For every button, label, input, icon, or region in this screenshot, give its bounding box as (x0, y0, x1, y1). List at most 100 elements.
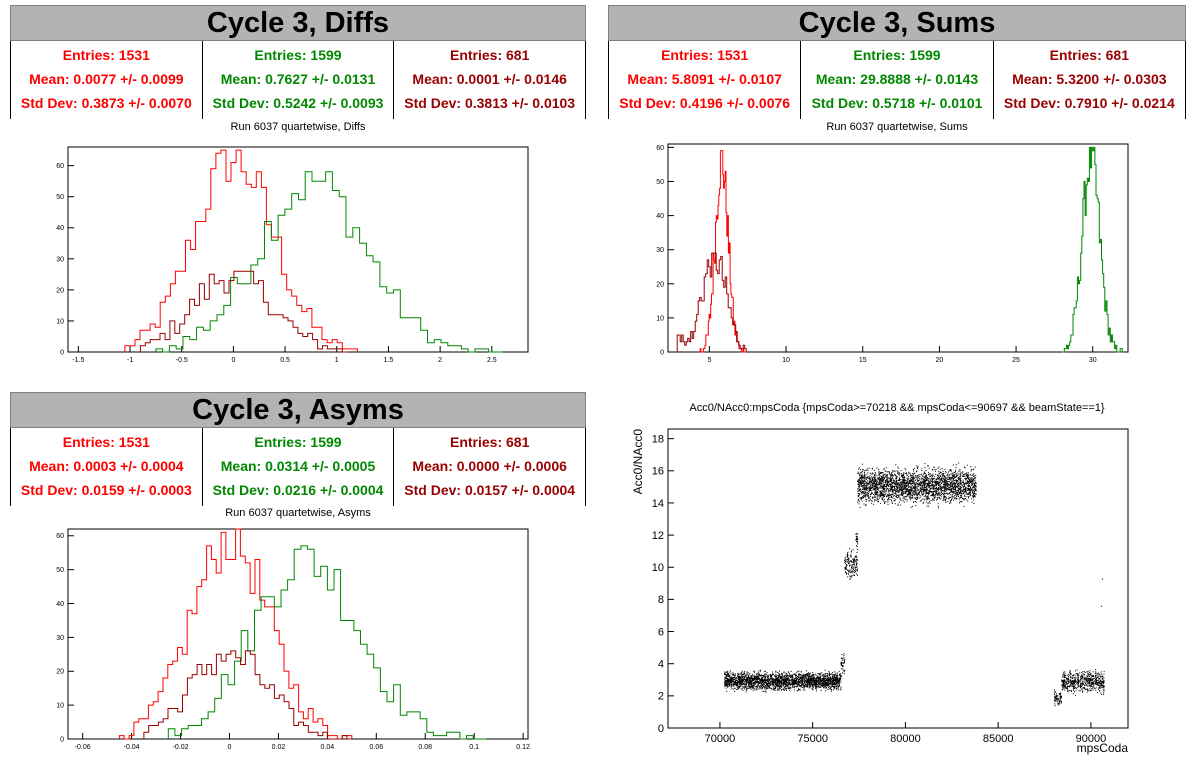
scatter-point (775, 685, 777, 687)
scatter-point (853, 559, 855, 561)
scatter-point (924, 482, 926, 484)
scatter-point (824, 675, 826, 677)
scatter-point (897, 503, 899, 505)
scatter-point (781, 680, 782, 682)
scatter-point (804, 675, 806, 677)
scatter-point (943, 472, 945, 474)
scatter-point (887, 481, 889, 483)
scatter-point (783, 675, 785, 677)
scatter-point (848, 562, 850, 564)
scatter-point (947, 475, 949, 477)
scatter-plot: 70000 75000 80000 85000 90000024681012141618… (631, 428, 1129, 755)
scatter-point (891, 501, 893, 503)
scatter-point (833, 682, 835, 684)
scatter-point (746, 674, 748, 676)
scatter-point (898, 467, 900, 469)
scatter-point (879, 472, 881, 474)
scatter-point (863, 474, 865, 476)
scatter-point (737, 682, 738, 683)
scatter-point (907, 489, 909, 491)
scatter-point (952, 481, 954, 483)
scatter-point (856, 541, 858, 542)
scatter-point (911, 475, 913, 477)
scatter-point (747, 680, 749, 681)
scatter-point (875, 499, 877, 501)
scatter-point (760, 688, 762, 690)
scatter-point (757, 675, 758, 677)
scatter-point (898, 474, 900, 476)
scatter-point (774, 688, 776, 690)
scatter-point (837, 686, 839, 688)
scatter-point (724, 682, 726, 684)
scatter-point (894, 486, 895, 488)
scatter-point (830, 680, 832, 682)
scatter-point (909, 489, 911, 491)
scatter-point (913, 492, 915, 494)
scatter-point (964, 489, 966, 491)
scatter-point (864, 476, 866, 478)
scatter-point (904, 488, 905, 490)
scatter-point (910, 492, 911, 494)
scatter-point (733, 681, 735, 683)
scatter-point (794, 681, 796, 683)
scatter-point (897, 486, 899, 488)
scatter-point (903, 475, 905, 477)
scatter-point (831, 678, 833, 680)
scatter-point (894, 490, 896, 491)
scatter-point (896, 477, 898, 479)
scatter-point (943, 476, 945, 478)
scatter-point (741, 679, 743, 681)
scatter-point (844, 660, 845, 662)
scatter-point (731, 677, 733, 679)
scatter-point (967, 474, 969, 476)
stddev-label: Std Dev: 0.0157 +/- 0.0004 (404, 482, 576, 498)
scatter-point (828, 679, 830, 680)
scatter-point (781, 689, 783, 691)
scatter-point (909, 497, 911, 498)
scatter-point (753, 688, 755, 689)
scatter-point (892, 487, 893, 489)
scatter-point (855, 536, 857, 538)
scatter-point (872, 488, 874, 490)
scatter-point (845, 561, 847, 563)
scatter-point (859, 475, 861, 477)
scatter-point (842, 666, 843, 668)
scatter-point (727, 678, 729, 680)
scatter-point (866, 484, 868, 486)
scatter-point (726, 679, 728, 681)
scatter-point (784, 686, 785, 688)
scatter-point (746, 680, 748, 682)
scatter-point (856, 537, 858, 539)
scatter-point (744, 684, 746, 686)
scatter-point (967, 483, 969, 485)
scatter-point (776, 686, 778, 687)
scatter-point (965, 490, 967, 492)
scatter-point (750, 677, 752, 679)
scatter-point (736, 682, 738, 684)
scatter-point (970, 481, 972, 483)
scatter-point (917, 466, 919, 468)
scatter-point (819, 677, 821, 679)
scatter-point (959, 492, 961, 494)
scatter-point (724, 685, 726, 687)
scatter-point (826, 676, 828, 678)
scatter-point (755, 680, 757, 682)
scatter-point (767, 683, 769, 685)
scatter-point (954, 497, 956, 499)
scatter-point (763, 675, 765, 677)
scatter-point (888, 494, 890, 496)
scatter-point (954, 474, 955, 476)
scatter-point (745, 680, 747, 682)
scatter-point (775, 683, 777, 684)
scatter-point (944, 486, 946, 487)
scatter-point (895, 477, 897, 479)
scatter-point (838, 689, 840, 691)
scatter-point (913, 476, 915, 478)
scatter-point (908, 493, 910, 495)
scatter-point (871, 500, 873, 502)
x-tick-label: 0 (231, 357, 235, 364)
scatter-point (795, 674, 797, 676)
scatter-point (815, 673, 817, 675)
scatter-point (848, 570, 850, 572)
scatter-point (771, 681, 773, 683)
